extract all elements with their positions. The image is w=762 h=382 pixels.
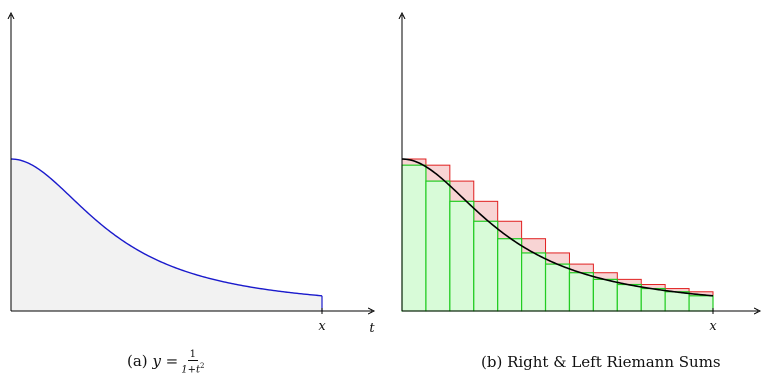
x-axis-label: t xyxy=(369,321,375,336)
caption-a-denominator: 1+t2 xyxy=(181,361,204,375)
caption-a: (a) y = 1 1+t2 xyxy=(127,349,204,375)
caption-a-denominator-exp: 2 xyxy=(200,362,205,370)
panel-b: x xyxy=(402,15,758,334)
x-tick-label: x xyxy=(318,319,326,334)
left-sum-bar-7 xyxy=(544,263,571,312)
left-sum-bar-8 xyxy=(568,272,594,312)
left-sum-bar-3 xyxy=(449,200,475,312)
left-sum-bar-11 xyxy=(640,287,666,312)
left-sum-bar-5 xyxy=(497,238,523,312)
caption-a-lhs: y = xyxy=(152,352,179,371)
left-sum-bar-4 xyxy=(473,220,499,312)
caption-a-fraction: 1 1+t2 xyxy=(181,349,204,375)
left-sum-bar-10 xyxy=(616,283,642,312)
left-sum-bar-1 xyxy=(401,164,427,312)
left-sum-bar-2 xyxy=(425,180,451,312)
caption-a-numerator: 1 xyxy=(187,349,199,361)
area-under-curve xyxy=(11,159,322,311)
caption-b: (b) Right & Left Riemann Sums xyxy=(481,353,721,371)
caption-a-denominator-base: 1+t xyxy=(181,364,201,376)
x-tick-label: x xyxy=(709,319,717,334)
caption-a-prefix: (a) xyxy=(127,352,148,371)
panel-a: x t xyxy=(11,15,375,336)
left-sum-bar-6 xyxy=(521,252,547,312)
left-sum-bar-9 xyxy=(592,278,618,312)
left-sum-bar-12 xyxy=(664,291,690,312)
function-curve xyxy=(10,158,323,297)
function-curve xyxy=(401,158,714,297)
left-sum-bar-13 xyxy=(688,295,714,312)
